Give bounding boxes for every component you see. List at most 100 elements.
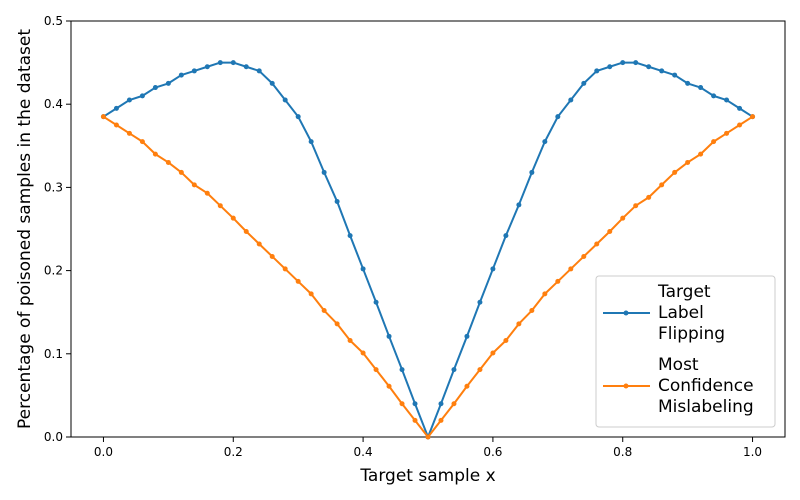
data-point (503, 337, 509, 343)
data-point (204, 64, 210, 70)
data-point (529, 308, 535, 314)
data-point (685, 80, 691, 86)
data-point (672, 72, 678, 78)
data-point (295, 278, 301, 284)
data-point (191, 182, 197, 188)
data-point (555, 114, 561, 120)
data-point (243, 228, 249, 234)
data-point (646, 194, 652, 200)
data-point (139, 139, 145, 145)
data-point (373, 299, 379, 305)
data-point (659, 182, 665, 188)
data-point (529, 169, 535, 175)
x-axis-label: Target sample x (359, 466, 495, 486)
data-point (646, 64, 652, 70)
data-point (542, 291, 548, 297)
legend-label: Label (658, 303, 704, 323)
y-axis-ticks: 0.0 0.1 0.2 0.3 0.4 0.5 (44, 14, 71, 444)
data-point (620, 60, 626, 66)
data-point (269, 80, 275, 86)
data-point (607, 228, 613, 234)
data-point (217, 203, 223, 209)
data-point (659, 68, 665, 74)
data-point (100, 114, 106, 120)
data-point (334, 199, 340, 205)
data-point (295, 114, 301, 120)
data-point (464, 383, 470, 389)
y-axis-label: Percentage of poisoned samples in the da… (15, 29, 35, 429)
data-point (334, 321, 340, 327)
data-point (490, 350, 496, 356)
legend-label: Mislabeling (658, 397, 754, 417)
x-tick-label: 0.6 (483, 445, 502, 459)
series-layer (100, 60, 756, 440)
data-point (750, 114, 756, 120)
data-point (386, 333, 392, 339)
data-point (737, 122, 743, 128)
data-point (256, 68, 262, 74)
data-point (490, 266, 496, 272)
x-tick-label: 1.0 (743, 445, 762, 459)
data-point (360, 350, 366, 356)
data-point (711, 139, 717, 145)
data-point (191, 68, 197, 74)
data-point (594, 241, 600, 247)
data-point (256, 241, 262, 247)
data-point (230, 60, 236, 66)
data-point (607, 64, 613, 70)
data-point (139, 93, 145, 99)
data-point (399, 367, 405, 373)
x-tick-label: 0.2 (224, 445, 243, 459)
data-point (243, 64, 249, 70)
data-point (373, 367, 379, 373)
data-point (698, 151, 704, 157)
data-point (308, 291, 314, 297)
data-point (477, 367, 483, 373)
y-tick-label: 0.0 (44, 430, 63, 444)
data-point (451, 401, 457, 407)
data-point (165, 159, 171, 165)
data-point (516, 321, 522, 327)
data-point (451, 367, 457, 373)
data-point (581, 80, 587, 86)
series-2 (100, 114, 756, 440)
data-point (438, 417, 444, 423)
data-point (711, 93, 717, 99)
data-point (126, 97, 132, 103)
data-point (321, 169, 327, 175)
y-tick-label: 0.5 (44, 14, 63, 28)
data-point (152, 85, 158, 91)
data-point (308, 139, 314, 145)
legend-marker (623, 310, 629, 316)
data-point (542, 139, 548, 145)
data-point (217, 60, 223, 66)
data-point (152, 151, 158, 157)
data-point (620, 215, 626, 221)
data-point (516, 202, 522, 208)
data-point (360, 266, 366, 272)
legend-label: Target (657, 282, 711, 302)
x-tick-label: 0.4 (354, 445, 373, 459)
data-point (282, 266, 288, 272)
x-tick-label: 0.8 (613, 445, 632, 459)
data-point (178, 169, 184, 175)
data-point (399, 401, 405, 407)
data-point (724, 130, 730, 136)
data-point (633, 60, 639, 66)
data-point (126, 130, 132, 136)
legend-marker (623, 383, 629, 389)
data-point (165, 80, 171, 86)
y-tick-label: 0.1 (44, 347, 63, 361)
data-point (412, 401, 418, 407)
data-point (178, 72, 184, 78)
data-point (113, 122, 119, 128)
data-point (698, 85, 704, 91)
data-point (347, 233, 353, 239)
data-point (282, 97, 288, 103)
data-point (347, 337, 353, 343)
y-tick-label: 0.4 (44, 97, 63, 111)
